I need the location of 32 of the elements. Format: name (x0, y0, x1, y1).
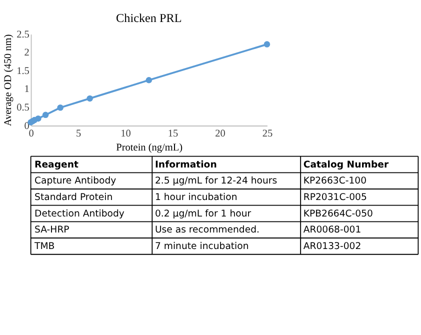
text: AR0133-002 (303, 240, 362, 252)
text: AR0068-001 (303, 224, 362, 236)
x-axis-title: Protein (ng/mL) (116, 142, 183, 154)
text: 7 minute incubation (154, 240, 249, 252)
text: Catalog Number (303, 159, 389, 170)
text: 1 hour incubation (154, 192, 238, 203)
text: KPB2664C-050 (303, 208, 374, 220)
text: Use as recommended. (154, 224, 260, 236)
y-tick-label: 2.5 (16, 29, 30, 40)
y-tick-label: 1 (24, 84, 30, 96)
text: Detection Antibody (34, 208, 125, 220)
text: Standard Protein (34, 192, 113, 203)
text: Reagent (34, 159, 79, 170)
y-tick-label: 1.5 (16, 66, 30, 77)
y-tick-label: 0 (24, 120, 30, 132)
text: 0.2 µg/mL for 1 hour (154, 208, 252, 220)
x-tick-label: 10 (120, 128, 131, 140)
text: TMB (34, 240, 55, 252)
text: 2.5 µg/mL for 12-24 hours (154, 176, 278, 187)
text: RP2031C-005 (303, 192, 367, 203)
y-axis-title: Average OD (450 nm) (2, 34, 14, 126)
x-tick-label: 25 (262, 128, 273, 140)
y-tick-label: 0.5 (16, 102, 30, 114)
text: KP2663C-100 (303, 176, 367, 187)
x-tick-label: 5 (76, 128, 82, 140)
chart-title: Chicken PRL (116, 10, 182, 25)
text: Information (154, 159, 217, 170)
x-tick-label: 20 (215, 128, 226, 140)
y-tick-label: 2 (24, 48, 30, 59)
text: Capture Antibody (34, 176, 117, 187)
text: SA-HRP (34, 224, 70, 236)
x-tick-label: 15 (168, 128, 178, 140)
